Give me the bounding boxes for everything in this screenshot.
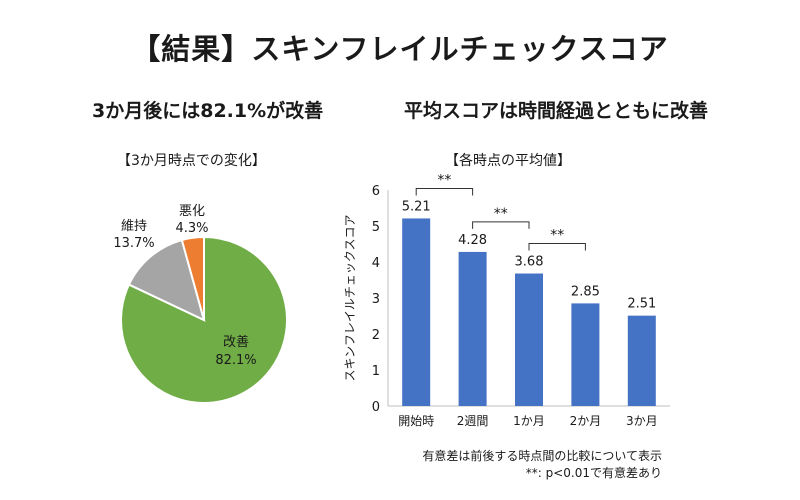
pie-slice-label: 悪化 <box>179 204 205 219</box>
pie-slice-value: 4.3% <box>175 221 208 236</box>
bar-value-label: 4.28 <box>458 233 487 248</box>
y-tick-label: 5 <box>372 220 380 235</box>
significance-marker: ** <box>437 172 451 188</box>
significance-bracket <box>415 187 474 196</box>
bar-value-label: 2.51 <box>627 297 656 312</box>
bar <box>627 315 656 406</box>
y-tick-label: 2 <box>372 328 380 343</box>
x-tick-label: 2か月 <box>570 414 602 428</box>
pie-slice <box>120 235 288 404</box>
significance-bracket <box>472 221 530 229</box>
bar-chart-title: 【各時点の平均値】 <box>445 153 571 169</box>
x-tick-label: 3か月 <box>626 414 658 428</box>
significance-marker: ** <box>494 206 508 222</box>
y-tick-label: 0 <box>372 400 380 415</box>
x-tick-label: 2週間 <box>457 414 489 428</box>
significance-legend: **: p<0.01で有意差あり <box>525 466 662 480</box>
bar-heading: 平均スコアは時間経過とともに改善 <box>404 100 709 122</box>
bar <box>458 251 487 406</box>
bar <box>571 303 600 406</box>
y-tick-label: 3 <box>372 292 380 307</box>
pie-chart-title: 【3か月時点での変化】 <box>117 153 266 169</box>
bar-value-label: 3.68 <box>515 255 544 270</box>
pie-slice <box>180 235 205 321</box>
page-title: 【結果】スキンフレイルチェックスコア <box>131 32 669 66</box>
x-tick-label: 1か月 <box>513 414 545 428</box>
x-tick-label: 開始時 <box>398 414 434 428</box>
significance-note: 有意差は前後する時点間の比較について表示 <box>422 449 662 463</box>
bar-value-label: 2.85 <box>571 284 600 299</box>
bar <box>402 218 431 406</box>
pie-slice-label: 改善 <box>223 334 249 350</box>
y-axis-title: スキンフレイルチェックスコア <box>343 215 357 382</box>
significance-bracket <box>528 243 586 251</box>
y-tick-label: 1 <box>372 364 380 379</box>
bar <box>515 273 543 406</box>
pie-slice-label: 維持 <box>121 219 147 234</box>
pie-slice <box>127 238 206 322</box>
pie-heading: 3か月後には82.1%が改善 <box>92 100 324 122</box>
pie-slice-value: 82.1% <box>215 353 256 368</box>
bar-value-label: 5.21 <box>402 199 431 214</box>
significance-marker: ** <box>550 228 564 244</box>
y-tick-label: 6 <box>372 184 380 199</box>
y-tick-label: 4 <box>372 256 380 271</box>
pie-slice-value: 13.7% <box>113 236 154 251</box>
